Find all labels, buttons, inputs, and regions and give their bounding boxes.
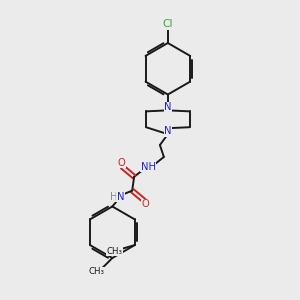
Text: N: N [164, 102, 172, 112]
Text: O: O [117, 158, 125, 168]
Text: H: H [110, 192, 117, 202]
Text: NH: NH [140, 162, 155, 172]
Text: CH₃: CH₃ [107, 247, 123, 256]
Text: CH₃: CH₃ [88, 267, 104, 276]
Text: O: O [141, 200, 149, 209]
Text: N: N [116, 192, 124, 202]
Text: Cl: Cl [163, 19, 173, 29]
Text: N: N [164, 126, 172, 136]
